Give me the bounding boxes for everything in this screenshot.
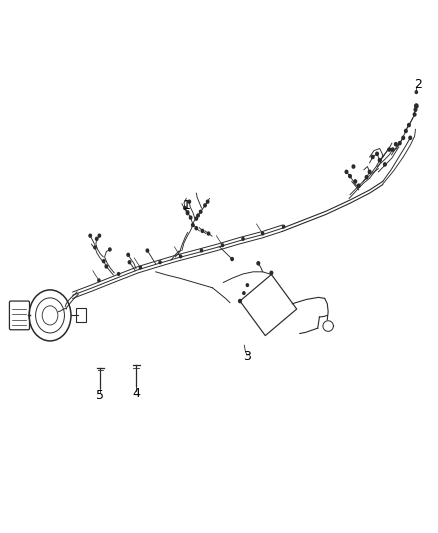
Circle shape <box>246 284 248 286</box>
Circle shape <box>368 170 371 173</box>
Circle shape <box>191 223 194 227</box>
Circle shape <box>187 212 189 215</box>
Circle shape <box>388 148 391 151</box>
Text: 1: 1 <box>182 199 190 212</box>
Circle shape <box>184 206 186 209</box>
Circle shape <box>405 130 407 133</box>
Circle shape <box>128 261 131 264</box>
Circle shape <box>201 229 204 232</box>
Text: 5: 5 <box>96 389 104 402</box>
Circle shape <box>195 217 198 220</box>
Circle shape <box>408 124 410 127</box>
Circle shape <box>413 113 416 116</box>
Circle shape <box>415 91 417 93</box>
Circle shape <box>206 200 209 203</box>
Circle shape <box>139 266 141 269</box>
Circle shape <box>117 272 120 275</box>
Circle shape <box>357 184 360 187</box>
Circle shape <box>257 262 260 265</box>
Text: 4: 4 <box>132 386 140 400</box>
Circle shape <box>283 225 285 228</box>
Circle shape <box>201 249 203 252</box>
Circle shape <box>415 104 418 108</box>
Circle shape <box>189 216 192 219</box>
Circle shape <box>105 265 108 268</box>
Circle shape <box>242 238 244 240</box>
Circle shape <box>197 214 199 217</box>
Circle shape <box>352 165 355 168</box>
Circle shape <box>127 253 129 256</box>
Circle shape <box>371 156 374 159</box>
Circle shape <box>384 163 386 166</box>
Circle shape <box>180 255 182 258</box>
Circle shape <box>195 227 198 230</box>
Circle shape <box>409 136 412 140</box>
Circle shape <box>349 174 351 177</box>
Text: 3: 3 <box>244 350 251 364</box>
Circle shape <box>354 180 357 183</box>
Circle shape <box>414 108 417 111</box>
Circle shape <box>399 142 401 145</box>
Circle shape <box>146 249 148 252</box>
Circle shape <box>243 292 245 294</box>
Circle shape <box>188 200 191 203</box>
Circle shape <box>204 204 206 207</box>
Circle shape <box>159 261 161 264</box>
Circle shape <box>186 211 189 214</box>
Circle shape <box>95 237 98 240</box>
Circle shape <box>199 210 202 213</box>
Text: 2: 2 <box>414 78 422 91</box>
Circle shape <box>109 248 111 251</box>
Circle shape <box>402 136 405 140</box>
Circle shape <box>98 234 101 237</box>
Circle shape <box>345 170 348 173</box>
Circle shape <box>392 148 394 151</box>
Circle shape <box>231 257 233 261</box>
Circle shape <box>221 244 223 247</box>
Circle shape <box>395 143 397 146</box>
Circle shape <box>270 271 273 274</box>
Circle shape <box>376 152 378 156</box>
Circle shape <box>89 234 92 237</box>
Circle shape <box>378 159 381 162</box>
Circle shape <box>261 232 264 235</box>
Circle shape <box>365 175 368 179</box>
Circle shape <box>207 232 210 235</box>
Circle shape <box>94 246 96 249</box>
Circle shape <box>102 260 105 263</box>
Circle shape <box>98 279 100 281</box>
Circle shape <box>239 300 241 303</box>
